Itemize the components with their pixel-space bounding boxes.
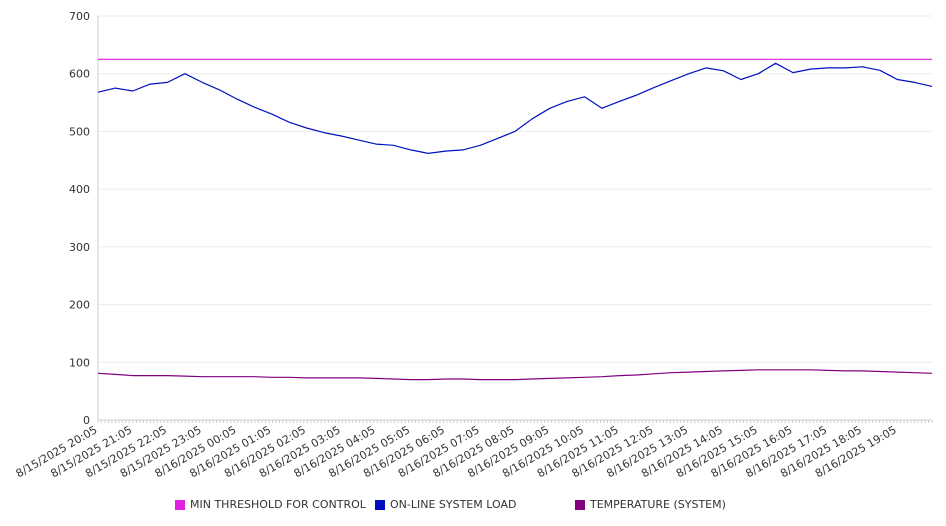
y-tick-label: 400 bbox=[69, 183, 90, 196]
legend: MIN THRESHOLD FOR CONTROL ON-LINE SYSTEM… bbox=[0, 498, 946, 514]
legend-item-temperature[interactable]: TEMPERATURE (SYSTEM) bbox=[575, 498, 726, 511]
legend-item-min-threshold[interactable]: MIN THRESHOLD FOR CONTROL bbox=[175, 498, 366, 511]
legend-label-temperature: TEMPERATURE (SYSTEM) bbox=[590, 498, 726, 511]
legend-label-min-threshold: MIN THRESHOLD FOR CONTROL bbox=[190, 498, 366, 511]
y-tick-label: 0 bbox=[83, 414, 90, 427]
y-tick-label: 300 bbox=[69, 241, 90, 254]
legend-swatch-temperature bbox=[575, 499, 585, 510]
gridlines bbox=[98, 15, 932, 421]
y-tick-label: 500 bbox=[69, 125, 90, 138]
series-lines bbox=[97, 58, 933, 381]
legend-swatch-system-load bbox=[375, 499, 385, 510]
legend-swatch-min-threshold bbox=[175, 499, 185, 510]
y-tick-label: 200 bbox=[69, 299, 90, 312]
y-tick-label: 600 bbox=[69, 68, 90, 81]
y-tick-label: 100 bbox=[69, 356, 90, 369]
legend-item-system-load[interactable]: ON-LINE SYSTEM LOAD bbox=[375, 498, 516, 511]
y-tick-label: 700 bbox=[69, 10, 90, 23]
series-line-temperature-system bbox=[97, 369, 933, 381]
series-line-on-line-system-load bbox=[97, 62, 933, 154]
legend-label-system-load: ON-LINE SYSTEM LOAD bbox=[390, 498, 517, 511]
